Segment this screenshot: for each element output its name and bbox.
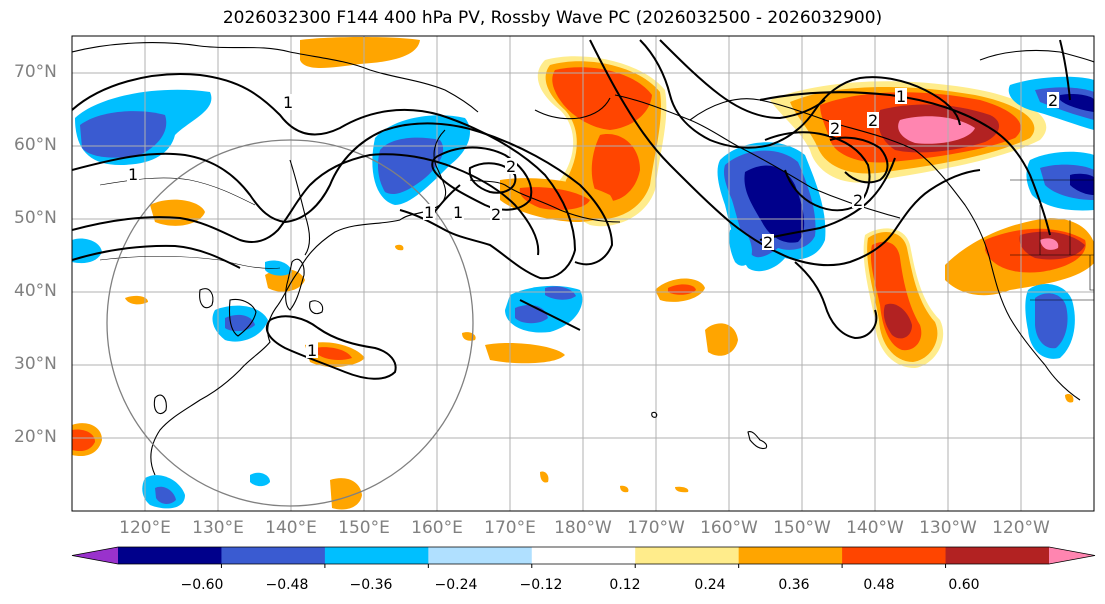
colorbar-tick-label: −0.36	[349, 577, 393, 593]
lat-label-30n: 30°N	[14, 354, 57, 374]
colorbar-segment	[428, 547, 533, 564]
pv-shading	[72, 37, 1094, 510]
colorbar-segment	[945, 547, 1050, 564]
colorbar-tick-label: 0.60	[948, 577, 980, 593]
colorbar-tick-label: −0.48	[265, 577, 309, 593]
contour-label: 2	[763, 233, 773, 252]
contour-label-group: 1 1 1 1 2 2 1 2 2 2 1 2 2	[127, 87, 1059, 360]
colorbar-extend-high	[1049, 547, 1095, 564]
contour-label: 2	[853, 191, 863, 210]
contour-label: 1	[128, 165, 138, 184]
colorbar-tick-label: 0.12	[609, 577, 641, 593]
contour-label: 1	[424, 203, 434, 222]
colorbar-segment	[531, 547, 636, 564]
colorbar-segment	[221, 547, 326, 564]
lon-label-150e: 150°E	[338, 518, 390, 538]
positive-anomaly-gulf-alaska	[770, 81, 1047, 183]
negative-anomaly-small-blobs	[72, 238, 583, 509]
colorbar-tick-label: 0.24	[694, 577, 726, 593]
positive-anomaly-north-america	[945, 218, 1094, 296]
lat-label-40n: 40°N	[14, 281, 57, 301]
colorbar-segment	[118, 547, 222, 564]
lon-label-130e: 130°E	[192, 518, 244, 538]
colorbar-outline	[71, 546, 1096, 565]
positive-anomaly-east-pacific	[863, 228, 944, 368]
lon-label-120e: 120°E	[119, 518, 171, 538]
negative-anomaly-gulf-alaska-trough	[717, 142, 826, 272]
colorbar-tick-label: 0.48	[863, 577, 895, 593]
contour-label: 1	[896, 87, 906, 106]
negative-anomaly-siberia	[75, 89, 212, 165]
colorbar-extend-low	[72, 547, 118, 564]
pv-contours	[72, 39, 1071, 380]
borders	[99, 177, 1094, 301]
lon-label-140w: 140°W	[846, 518, 904, 538]
lat-label-20n: 20°N	[14, 427, 57, 447]
contour-label: 2	[1048, 91, 1058, 110]
lat-label-70n: 70°N	[14, 62, 57, 82]
lon-label-150w: 150°W	[773, 518, 831, 538]
contour-label: 2	[868, 111, 878, 130]
lon-label-180w: 180°W	[554, 518, 612, 538]
lon-label-120w: 120°W	[992, 518, 1050, 538]
lon-label-160w: 160°W	[700, 518, 758, 538]
lat-label-50n: 50°N	[14, 208, 57, 228]
map-panel: 1 1 1 1 2 2 1 2 2 2 1 2 2	[72, 36, 1094, 511]
colorbar-segment	[635, 547, 740, 564]
colorbar-tick-label: −0.24	[434, 577, 478, 593]
lon-label-130w: 130°W	[919, 518, 977, 538]
lon-label-160e: 160°E	[411, 518, 463, 538]
lon-label-170e: 170°E	[484, 518, 536, 538]
lon-label-140e: 140°E	[265, 518, 317, 538]
contour-label: 1	[307, 341, 317, 360]
contour-label: 2	[491, 205, 501, 224]
map-frame	[71, 35, 1095, 512]
contour-label: 1	[453, 203, 463, 222]
colorbar-segment	[842, 547, 947, 564]
contour-label: 1	[283, 93, 293, 112]
contour-label: 2	[830, 119, 840, 138]
reference-circle	[106, 139, 474, 507]
map-title: 2026032300 F144 400 hPa PV, Rossby Wave …	[222, 8, 883, 28]
colorbar-tick-label: −0.60	[180, 577, 224, 593]
colorbar-tick-label: 0.36	[778, 577, 810, 593]
contour-label: 2	[506, 157, 516, 176]
colorbar-tick-label: −0.12	[519, 577, 563, 593]
colorbar	[71, 546, 1096, 568]
coastlines	[72, 42, 1094, 476]
lon-label-170w: 170°W	[627, 518, 685, 538]
negative-anomaly-kamchatka	[372, 115, 470, 205]
colorbar-segment	[738, 547, 843, 564]
colorbar-segment	[324, 547, 429, 564]
lat-label-60n: 60°N	[14, 135, 57, 155]
